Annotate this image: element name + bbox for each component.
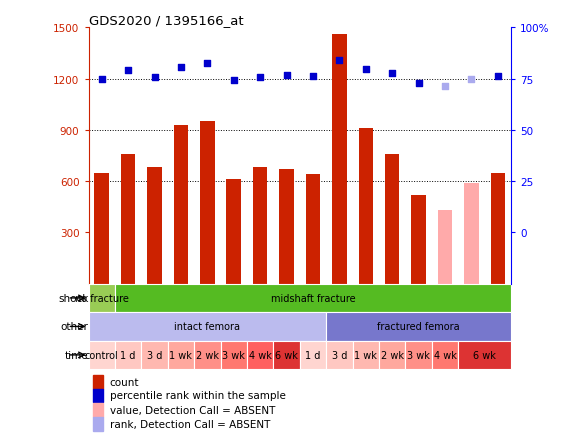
Bar bbox=[438, 210, 452, 284]
FancyBboxPatch shape bbox=[432, 341, 458, 369]
Text: 6 wk: 6 wk bbox=[473, 350, 496, 360]
Bar bbox=[121, 155, 135, 284]
Text: 1 d: 1 d bbox=[120, 350, 136, 360]
Bar bbox=[359, 129, 373, 284]
FancyBboxPatch shape bbox=[274, 341, 300, 369]
Text: no fracture: no fracture bbox=[75, 293, 128, 303]
Text: 2 wk: 2 wk bbox=[381, 350, 404, 360]
FancyBboxPatch shape bbox=[115, 284, 511, 312]
Bar bbox=[147, 168, 162, 284]
Text: shock: shock bbox=[58, 293, 89, 303]
Bar bbox=[464, 184, 478, 284]
Text: 4 wk: 4 wk bbox=[249, 350, 272, 360]
Text: 3 wk: 3 wk bbox=[407, 350, 430, 360]
Bar bbox=[93, 418, 103, 431]
Bar bbox=[93, 403, 103, 417]
FancyBboxPatch shape bbox=[168, 341, 194, 369]
FancyBboxPatch shape bbox=[326, 341, 352, 369]
FancyBboxPatch shape bbox=[89, 284, 115, 312]
Bar bbox=[200, 122, 215, 284]
FancyBboxPatch shape bbox=[458, 341, 511, 369]
Text: 6 wk: 6 wk bbox=[275, 350, 298, 360]
Bar bbox=[411, 195, 426, 284]
FancyBboxPatch shape bbox=[220, 341, 247, 369]
Point bbox=[123, 67, 132, 74]
Bar bbox=[93, 389, 103, 402]
Text: rank, Detection Call = ABSENT: rank, Detection Call = ABSENT bbox=[110, 419, 270, 429]
Text: count: count bbox=[110, 377, 139, 387]
FancyBboxPatch shape bbox=[352, 341, 379, 369]
Point bbox=[308, 73, 317, 80]
Bar bbox=[385, 155, 400, 284]
Point bbox=[229, 78, 238, 85]
Bar bbox=[253, 168, 267, 284]
Bar bbox=[332, 35, 347, 284]
Bar bbox=[93, 375, 103, 389]
Text: 3 wk: 3 wk bbox=[222, 350, 245, 360]
Text: control: control bbox=[85, 350, 119, 360]
FancyBboxPatch shape bbox=[300, 341, 326, 369]
Text: intact femora: intact femora bbox=[174, 322, 240, 332]
Text: midshaft fracture: midshaft fracture bbox=[271, 293, 355, 303]
FancyBboxPatch shape bbox=[89, 312, 326, 341]
Point bbox=[150, 74, 159, 81]
Point bbox=[467, 76, 476, 83]
Point bbox=[493, 73, 502, 80]
Point bbox=[388, 71, 397, 78]
Text: percentile rank within the sample: percentile rank within the sample bbox=[110, 391, 286, 401]
Text: 3 d: 3 d bbox=[332, 350, 347, 360]
FancyBboxPatch shape bbox=[247, 341, 274, 369]
Bar bbox=[490, 173, 505, 284]
Text: 1 wk: 1 wk bbox=[170, 350, 192, 360]
Point bbox=[440, 84, 449, 91]
Text: 4 wk: 4 wk bbox=[433, 350, 456, 360]
Text: 3 d: 3 d bbox=[147, 350, 162, 360]
Text: 2 wk: 2 wk bbox=[196, 350, 219, 360]
Bar bbox=[174, 125, 188, 284]
FancyBboxPatch shape bbox=[115, 341, 142, 369]
Text: fractured femora: fractured femora bbox=[377, 322, 460, 332]
Point bbox=[282, 72, 291, 79]
FancyBboxPatch shape bbox=[142, 341, 168, 369]
Point bbox=[97, 76, 106, 83]
Bar bbox=[279, 170, 294, 284]
Text: value, Detection Call = ABSENT: value, Detection Call = ABSENT bbox=[110, 405, 275, 415]
Point bbox=[361, 66, 371, 73]
Point bbox=[203, 61, 212, 68]
FancyBboxPatch shape bbox=[326, 312, 511, 341]
Point bbox=[256, 74, 265, 81]
Point bbox=[176, 64, 186, 71]
FancyBboxPatch shape bbox=[405, 341, 432, 369]
Text: other: other bbox=[61, 322, 89, 332]
FancyBboxPatch shape bbox=[379, 341, 405, 369]
Bar bbox=[227, 180, 241, 284]
Point bbox=[414, 80, 423, 87]
Text: 1 d: 1 d bbox=[305, 350, 321, 360]
FancyBboxPatch shape bbox=[89, 341, 115, 369]
Bar bbox=[305, 175, 320, 284]
Bar bbox=[94, 173, 109, 284]
Text: GDS2020 / 1395166_at: GDS2020 / 1395166_at bbox=[89, 14, 243, 27]
FancyBboxPatch shape bbox=[194, 341, 220, 369]
Point bbox=[335, 57, 344, 64]
Text: time: time bbox=[65, 350, 89, 360]
Text: 1 wk: 1 wk bbox=[355, 350, 377, 360]
